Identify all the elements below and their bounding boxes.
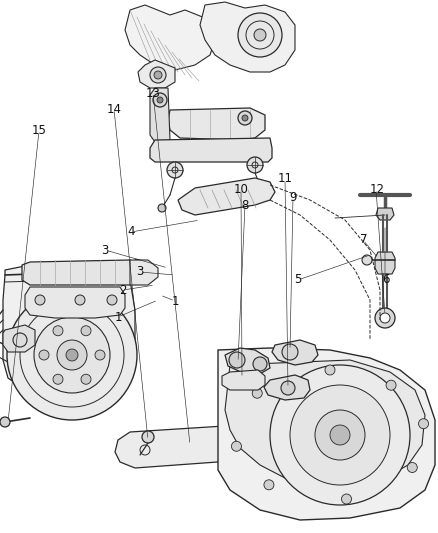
Polygon shape <box>264 375 310 400</box>
Circle shape <box>252 388 262 398</box>
Circle shape <box>158 204 166 212</box>
Text: 3: 3 <box>102 244 109 257</box>
Polygon shape <box>130 260 158 285</box>
Circle shape <box>7 290 137 420</box>
Text: 9: 9 <box>290 191 297 204</box>
Text: 2: 2 <box>119 284 127 297</box>
Circle shape <box>57 340 87 370</box>
Text: 3: 3 <box>137 265 144 278</box>
Circle shape <box>34 317 110 393</box>
Text: 8: 8 <box>242 199 249 212</box>
Circle shape <box>142 431 154 443</box>
Circle shape <box>167 162 183 178</box>
Circle shape <box>380 313 390 323</box>
Text: 15: 15 <box>32 124 47 137</box>
Circle shape <box>270 365 410 505</box>
Polygon shape <box>3 262 135 400</box>
Circle shape <box>95 350 105 360</box>
Polygon shape <box>222 370 265 390</box>
Text: 11: 11 <box>277 172 292 185</box>
Circle shape <box>81 326 91 336</box>
Circle shape <box>253 357 267 371</box>
Circle shape <box>290 385 390 485</box>
Circle shape <box>75 295 85 305</box>
Circle shape <box>238 13 282 57</box>
Polygon shape <box>125 5 215 70</box>
Circle shape <box>242 115 248 121</box>
Circle shape <box>81 374 91 384</box>
Text: 12: 12 <box>369 183 384 196</box>
Circle shape <box>35 295 45 305</box>
Polygon shape <box>218 348 435 520</box>
Circle shape <box>53 326 63 336</box>
Circle shape <box>107 295 117 305</box>
Circle shape <box>229 352 245 368</box>
Text: 13: 13 <box>146 87 161 100</box>
Circle shape <box>154 71 162 79</box>
Circle shape <box>238 111 252 125</box>
Circle shape <box>150 67 166 83</box>
Text: 1: 1 <box>114 311 122 324</box>
Circle shape <box>264 480 274 490</box>
Circle shape <box>362 255 372 265</box>
Polygon shape <box>178 178 275 215</box>
Circle shape <box>257 183 267 193</box>
Circle shape <box>419 419 428 429</box>
Circle shape <box>330 425 350 445</box>
Circle shape <box>375 308 395 328</box>
Circle shape <box>342 494 352 504</box>
Polygon shape <box>272 340 318 365</box>
Circle shape <box>157 97 163 103</box>
Circle shape <box>231 441 241 451</box>
Text: 5: 5 <box>294 273 301 286</box>
Circle shape <box>153 93 167 107</box>
Text: 14: 14 <box>106 103 121 116</box>
Polygon shape <box>115 425 265 468</box>
Circle shape <box>407 463 417 472</box>
Circle shape <box>53 374 63 384</box>
Polygon shape <box>22 260 138 285</box>
Polygon shape <box>225 360 425 485</box>
Circle shape <box>325 365 335 375</box>
Circle shape <box>0 417 10 427</box>
Circle shape <box>315 410 365 460</box>
Polygon shape <box>168 108 265 140</box>
Polygon shape <box>150 138 272 162</box>
Text: 10: 10 <box>233 183 248 196</box>
Circle shape <box>39 350 49 360</box>
Polygon shape <box>138 60 175 88</box>
Polygon shape <box>225 348 270 375</box>
Text: 7: 7 <box>360 233 367 246</box>
Polygon shape <box>150 88 170 142</box>
Polygon shape <box>376 208 394 220</box>
Circle shape <box>13 333 27 347</box>
Polygon shape <box>3 325 35 352</box>
Circle shape <box>282 344 298 360</box>
Polygon shape <box>200 2 295 72</box>
Circle shape <box>254 29 266 41</box>
Circle shape <box>247 157 263 173</box>
Circle shape <box>386 380 396 390</box>
Text: 6: 6 <box>381 273 389 286</box>
Text: 1: 1 <box>171 295 179 308</box>
Polygon shape <box>25 287 125 318</box>
Text: 4: 4 <box>127 225 135 238</box>
Circle shape <box>281 381 295 395</box>
Polygon shape <box>375 252 395 274</box>
Circle shape <box>66 349 78 361</box>
